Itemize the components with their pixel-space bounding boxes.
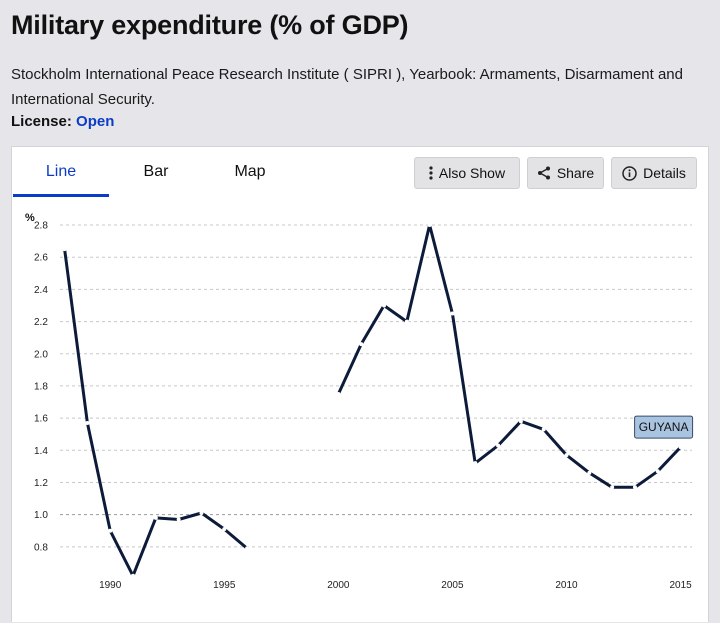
- y-axis-unit-label: %: [25, 212, 35, 224]
- data-point: [222, 527, 227, 532]
- y-tick-label: 2.4: [34, 285, 48, 296]
- data-point: [62, 247, 67, 252]
- data-point: [85, 420, 90, 425]
- x-tick-label: 2005: [441, 580, 464, 591]
- data-point: [199, 511, 204, 516]
- series-label-box: [634, 415, 694, 439]
- y-tick-label: 1.0: [34, 510, 48, 521]
- source-text: Stockholm International Peace Research I…: [11, 66, 683, 108]
- data-point: [587, 470, 592, 475]
- x-tick-label: 2000: [327, 580, 350, 591]
- data-point: [450, 311, 455, 316]
- license-row: License: Open: [11, 113, 114, 130]
- chart-card: Line Bar Map Also Show Share Details % 0.…: [11, 146, 709, 622]
- info-icon: [622, 165, 637, 181]
- data-point: [655, 469, 660, 474]
- y-tick-label: 2.0: [34, 349, 48, 360]
- data-point: [632, 485, 637, 490]
- x-tick-label: 1990: [99, 580, 122, 591]
- data-point: [359, 342, 364, 347]
- data-point: [473, 461, 478, 466]
- x-tick-label: 2010: [555, 580, 578, 591]
- also-show-button[interactable]: Also Show: [414, 157, 520, 189]
- y-tick-label: 1.6: [34, 414, 48, 425]
- y-tick-label: 2.8: [34, 221, 48, 232]
- data-point: [176, 517, 181, 522]
- line-chart: % 0.8 1.0 1.2 1.4 1.6 1.8 2.0 2.2 2.4 2.6 2.8 1990 19…: [25, 212, 694, 591]
- tab-map[interactable]: Map: [234, 163, 266, 180]
- data-point: [381, 303, 386, 308]
- series-line: [336, 223, 683, 489]
- more-vertical-icon: [429, 166, 433, 180]
- details-button[interactable]: Details: [611, 157, 697, 189]
- share-button[interactable]: Share: [527, 157, 604, 189]
- y-tick-label: 0.8: [34, 542, 48, 553]
- x-tick-label: 2015: [669, 580, 692, 591]
- license-link[interactable]: Open: [76, 113, 115, 130]
- series-label: GUYANA: [639, 420, 689, 434]
- data-point: [336, 391, 341, 396]
- share-icon: [537, 166, 551, 180]
- data-point: [131, 573, 136, 578]
- page-title: Military expenditure (% of GDP): [11, 10, 409, 40]
- license-label: License:: [11, 113, 72, 130]
- data-point: [564, 453, 569, 458]
- data-point: [108, 528, 113, 533]
- y-tick-label: 1.2: [34, 478, 48, 489]
- y-tick-label: 1.8: [34, 381, 48, 392]
- data-point: [245, 546, 250, 551]
- series-line: [63, 247, 249, 578]
- tab-bar[interactable]: Bar: [143, 163, 169, 180]
- data-point: [518, 419, 523, 424]
- tab-line[interactable]: Line: [13, 147, 109, 197]
- x-tick-label: 1995: [213, 580, 236, 591]
- y-tick-label: 2.2: [34, 317, 48, 328]
- y-tick-label: 1.4: [34, 446, 48, 457]
- data-point: [678, 445, 683, 450]
- data-point: [541, 427, 546, 432]
- data-point: [153, 515, 158, 520]
- y-tick-label: 2.6: [34, 253, 48, 264]
- share-label: Share: [556, 165, 595, 181]
- data-point: [610, 485, 615, 490]
- data-point: [496, 443, 501, 448]
- data-point: [427, 223, 432, 228]
- details-label: Details: [643, 165, 686, 181]
- also-show-label: Also Show: [438, 165, 506, 181]
- data-point: [404, 319, 409, 324]
